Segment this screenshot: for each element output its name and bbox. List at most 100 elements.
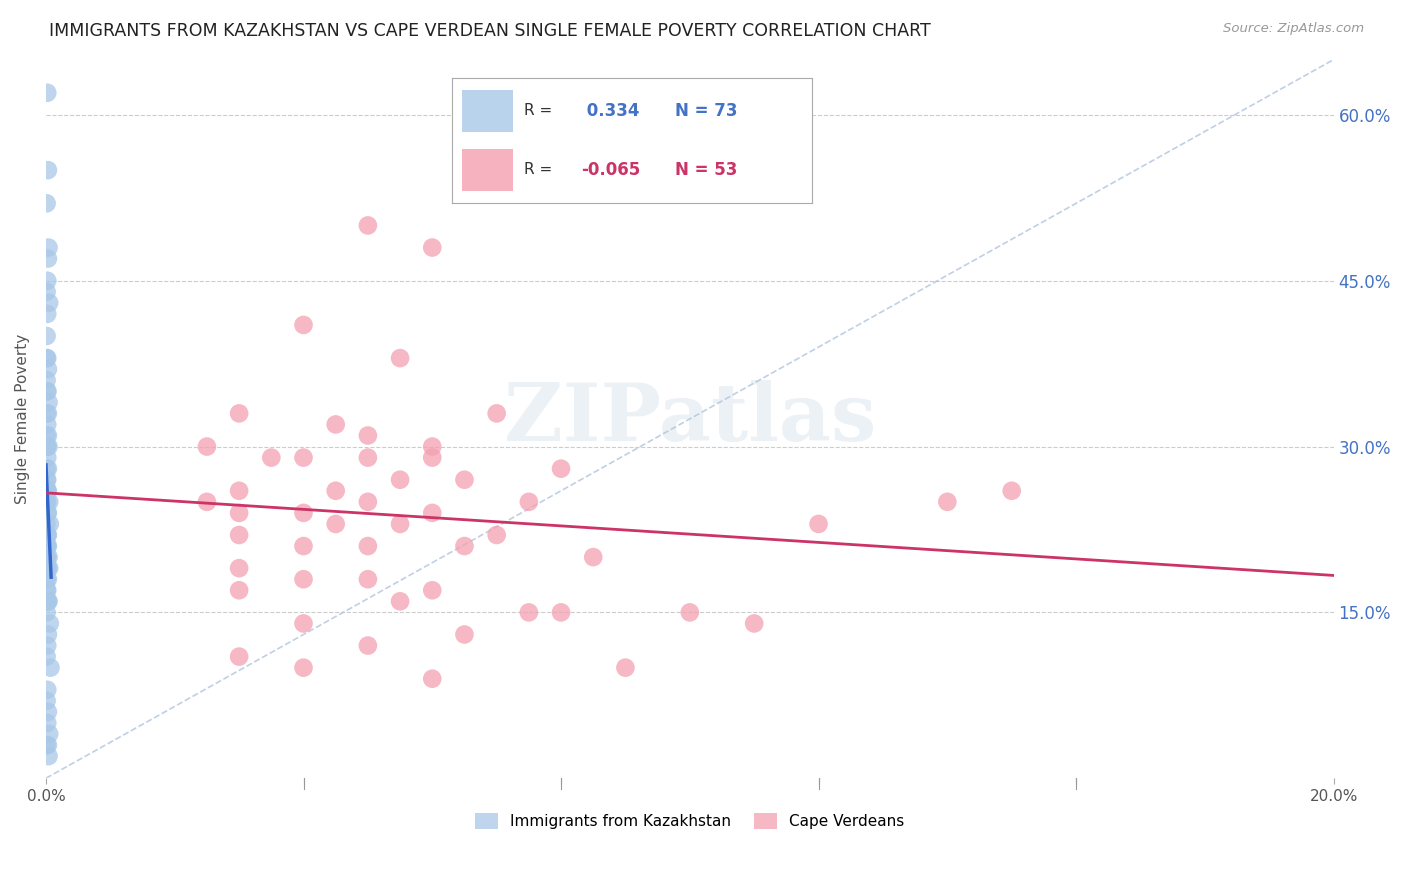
Point — [35, 473, 58, 487]
Point — [35, 428, 58, 442]
Point — [292, 616, 315, 631]
Point — [357, 495, 380, 509]
Point — [679, 606, 702, 620]
Point — [35, 516, 58, 531]
Point — [37, 561, 59, 575]
Point — [37, 351, 59, 365]
Point — [37, 561, 59, 575]
Text: Source: ZipAtlas.com: Source: ZipAtlas.com — [1223, 22, 1364, 36]
Legend: Immigrants from Kazakhstan, Cape Verdeans: Immigrants from Kazakhstan, Cape Verdean… — [470, 807, 911, 835]
Point — [37, 406, 59, 420]
Point — [35, 694, 58, 708]
Point — [325, 483, 347, 498]
Point — [420, 672, 443, 686]
Point — [37, 506, 59, 520]
Point — [195, 495, 218, 509]
Point — [37, 583, 59, 598]
Point — [37, 274, 59, 288]
Point — [37, 252, 59, 266]
Point — [357, 539, 380, 553]
Point — [357, 572, 380, 586]
Point — [325, 516, 347, 531]
Point — [420, 241, 443, 255]
Point — [228, 528, 250, 542]
Point — [292, 661, 315, 675]
Point — [37, 86, 59, 100]
Point — [357, 639, 380, 653]
Point — [37, 428, 59, 442]
Point — [37, 440, 59, 454]
Point — [37, 572, 59, 586]
Point — [38, 440, 60, 454]
Point — [38, 241, 60, 255]
Point — [37, 450, 59, 465]
Point — [37, 307, 59, 321]
Point — [38, 516, 60, 531]
Point — [228, 649, 250, 664]
Point — [37, 461, 59, 475]
Text: IMMIGRANTS FROM KAZAKHSTAN VS CAPE VERDEAN SINGLE FEMALE POVERTY CORRELATION CHA: IMMIGRANTS FROM KAZAKHSTAN VS CAPE VERDE… — [49, 22, 931, 40]
Point — [37, 417, 59, 432]
Point — [453, 539, 475, 553]
Point — [37, 639, 59, 653]
Point — [292, 318, 315, 332]
Point — [37, 594, 59, 608]
Point — [420, 450, 443, 465]
Point — [35, 649, 58, 664]
Point — [292, 539, 315, 553]
Point — [485, 528, 508, 542]
Point — [37, 473, 59, 487]
Point — [37, 715, 59, 730]
Point — [37, 682, 59, 697]
Point — [37, 495, 59, 509]
Point — [37, 539, 59, 553]
Point — [37, 163, 59, 178]
Point — [228, 406, 250, 420]
Point — [292, 450, 315, 465]
Point — [389, 351, 412, 365]
Point — [37, 528, 59, 542]
Point — [228, 506, 250, 520]
Point — [228, 583, 250, 598]
Point — [517, 606, 540, 620]
Point — [485, 406, 508, 420]
Point — [195, 440, 218, 454]
Point — [37, 594, 59, 608]
Point — [37, 738, 59, 752]
Point — [35, 440, 58, 454]
Point — [292, 506, 315, 520]
Point — [936, 495, 959, 509]
Point — [35, 738, 58, 752]
Point — [35, 583, 58, 598]
Point — [35, 406, 58, 420]
Point — [389, 473, 412, 487]
Point — [228, 561, 250, 575]
Point — [38, 594, 60, 608]
Point — [35, 539, 58, 553]
Point — [420, 583, 443, 598]
Point — [389, 594, 412, 608]
Point — [420, 506, 443, 520]
Point — [37, 539, 59, 553]
Point — [38, 395, 60, 409]
Y-axis label: Single Female Poverty: Single Female Poverty — [15, 334, 30, 504]
Point — [420, 440, 443, 454]
Point — [550, 461, 572, 475]
Point — [38, 616, 60, 631]
Point — [38, 561, 60, 575]
Point — [35, 285, 58, 299]
Point — [453, 627, 475, 641]
Point — [807, 516, 830, 531]
Point — [37, 483, 59, 498]
Point — [35, 495, 58, 509]
Point — [37, 483, 59, 498]
Point — [37, 705, 59, 719]
Point — [582, 550, 605, 565]
Point — [742, 616, 765, 631]
Point — [357, 219, 380, 233]
Point — [35, 196, 58, 211]
Point — [260, 450, 283, 465]
Point — [38, 495, 60, 509]
Point — [37, 550, 59, 565]
Point — [35, 528, 58, 542]
